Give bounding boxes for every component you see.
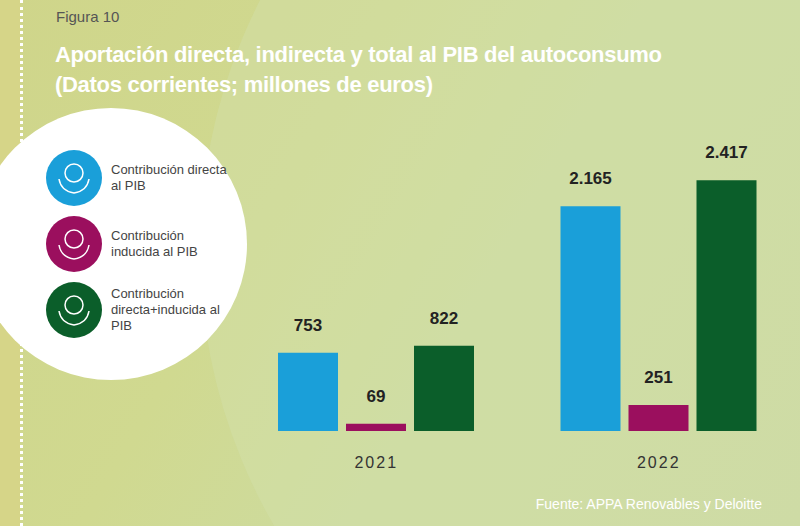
html-text:Aportación directa, indirecta: Aportación directa, indirecta y total al… — [55, 42, 662, 67]
html-text:Contribución inducida al PIB: Contribución inducida al PIB — [111, 228, 198, 259]
svg-text:2021: 2021 — [354, 454, 398, 471]
svg-text:251: 251 — [644, 368, 672, 387]
html-text:Figura 10: Figura 10 — [56, 8, 120, 25]
svg-text:69: 69 — [367, 387, 386, 406]
svg-text:753: 753 — [294, 316, 322, 335]
svg-text:2022: 2022 — [637, 454, 681, 471]
html-text:(Datos corrientes; millones de: (Datos corrientes; millones de euros) — [55, 72, 433, 97]
svg-text:2.417: 2.417 — [705, 143, 748, 162]
svg-text:822: 822 — [430, 309, 458, 328]
html-text:Contribución directa+inducida: Contribución directa+inducida al PIB — [111, 286, 220, 333]
html-text:Contribución directa al PIB: Contribución directa al PIB — [111, 162, 227, 193]
svg-text:2.165: 2.165 — [569, 169, 612, 188]
html-text:Fuente: APPA Renovables y Delo: Fuente: APPA Renovables y Deloitte — [535, 496, 762, 512]
